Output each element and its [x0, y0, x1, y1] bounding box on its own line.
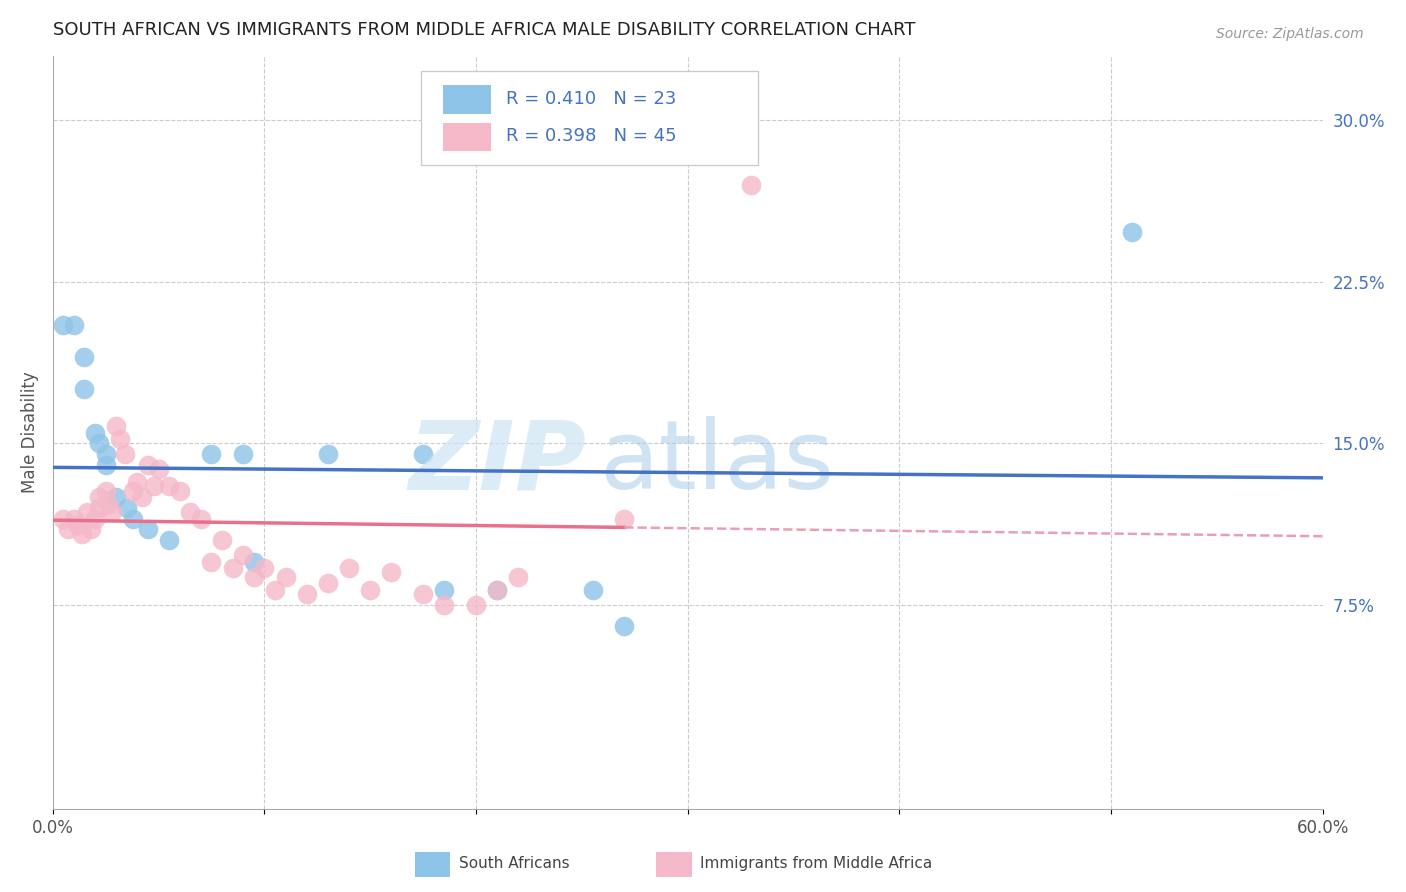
Point	[101, 505, 124, 519]
Point	[136, 458, 159, 472]
Point	[73, 350, 96, 364]
Text: Source: ZipAtlas.com: Source: ZipAtlas.com	[1216, 27, 1364, 41]
Point	[89, 500, 111, 515]
Text: SOUTH AFRICAN VS IMMIGRANTS FROM MIDDLE AFRICA MALE DISABILITY CORRELATION CHART: SOUTH AFRICAN VS IMMIGRANTS FROM MIDDLE …	[52, 21, 915, 39]
Point	[97, 497, 120, 511]
Point	[94, 447, 117, 461]
Point	[115, 500, 138, 515]
Point	[89, 490, 111, 504]
Point	[56, 523, 79, 537]
Point	[190, 511, 212, 525]
Bar	[443, 123, 491, 152]
Point	[148, 462, 170, 476]
Point	[72, 526, 94, 541]
Point	[380, 566, 402, 580]
Bar	[657, 852, 692, 877]
Text: South Africans: South Africans	[460, 856, 569, 871]
Point	[80, 523, 103, 537]
Point	[581, 582, 603, 597]
Point	[157, 479, 180, 493]
FancyBboxPatch shape	[420, 70, 758, 165]
Point	[295, 587, 318, 601]
Point	[136, 523, 159, 537]
Point	[613, 511, 636, 525]
Point	[486, 582, 509, 597]
Point	[486, 582, 509, 597]
Point	[221, 561, 243, 575]
Point	[105, 419, 128, 434]
Point	[131, 490, 153, 504]
Point	[433, 598, 456, 612]
Point	[127, 475, 149, 489]
Point	[264, 582, 287, 597]
Point	[122, 483, 145, 498]
Point	[613, 619, 636, 633]
Text: R = 0.398   N = 45: R = 0.398 N = 45	[506, 128, 676, 145]
Point	[316, 576, 339, 591]
Point	[76, 505, 98, 519]
Text: atlas: atlas	[599, 417, 834, 509]
Point	[200, 555, 222, 569]
Point	[63, 318, 86, 332]
Point	[433, 582, 456, 597]
Point	[169, 483, 191, 498]
Bar	[415, 852, 450, 877]
Point	[232, 548, 254, 562]
Point	[243, 570, 266, 584]
Point	[52, 511, 75, 525]
Point	[94, 483, 117, 498]
Point	[143, 479, 166, 493]
Point	[84, 511, 107, 525]
Point	[200, 447, 222, 461]
Point	[412, 447, 434, 461]
Text: R = 0.410   N = 23: R = 0.410 N = 23	[506, 89, 676, 108]
Point	[359, 582, 381, 597]
Point	[232, 447, 254, 461]
Point	[465, 598, 488, 612]
Point	[84, 425, 107, 440]
Point	[412, 587, 434, 601]
Point	[337, 561, 360, 575]
Point	[52, 318, 75, 332]
Point	[89, 436, 111, 450]
Point	[73, 383, 96, 397]
Point	[274, 570, 297, 584]
Point	[122, 511, 145, 525]
Point	[253, 561, 276, 575]
Point	[740, 178, 762, 192]
Bar	[443, 85, 491, 113]
Point	[179, 505, 201, 519]
Text: Immigrants from Middle Africa: Immigrants from Middle Africa	[700, 856, 932, 871]
Point	[94, 458, 117, 472]
Point	[243, 555, 266, 569]
Point	[63, 511, 86, 525]
Point	[114, 447, 136, 461]
Point	[110, 432, 132, 446]
Point	[508, 570, 530, 584]
Point	[157, 533, 180, 548]
Point	[105, 490, 128, 504]
Point	[211, 533, 233, 548]
Text: ZIP: ZIP	[408, 417, 586, 509]
Y-axis label: Male Disability: Male Disability	[21, 372, 39, 493]
Point	[67, 518, 90, 533]
Point	[1121, 225, 1143, 239]
Point	[316, 447, 339, 461]
